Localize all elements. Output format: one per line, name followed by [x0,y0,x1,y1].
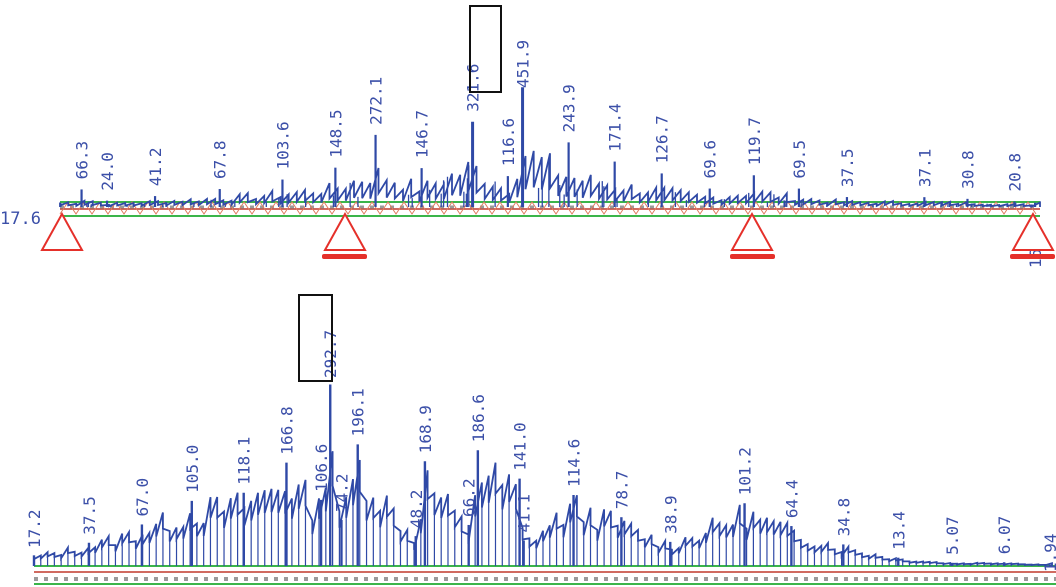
top-value-label: 69.6 [701,140,720,179]
bottom-value-label: 118.1 [235,437,254,485]
support-triangle-3 [730,211,774,251]
top-value-label: 321.6 [464,64,483,112]
bottom-value-label: 106.6 [312,444,331,492]
top-value-label: 126.7 [653,115,672,163]
top-diagram: 66.3 24.0 41.2 67.8 103.6 148.5 272.1 146.7 321.… [0,5,1055,268]
bottom-value-label: 17.2 [25,509,44,548]
bottom-value-label: 64.4 [782,480,801,519]
bottom-value-label: 38.9 [661,495,680,534]
bottom-value-label: 34.8 [834,498,853,537]
top-value-label: 171.4 [606,103,625,151]
top-value-label: 20.8 [1006,153,1025,192]
top-value-labels: 66.3 24.0 41.2 67.8 103.6 148.5 272.1 146.7 321.… [73,40,1046,268]
bottom-ordinate-ticks [32,384,1053,566]
top-ordinate-ticks [60,87,1037,207]
bottom-value-label: 141.0 [511,422,530,470]
bottom-value-label: 6.07 [995,516,1014,555]
top-peak-highlight-box [469,5,502,93]
bottom-value-label: 5.07 [943,516,962,555]
support-base-2 [322,254,367,259]
bottom-value-labels: 17.2 37.5 67.0 105.0 118.1 166.8 106.6 292.7 74.… [25,330,1056,572]
top-moment-curve [59,150,1041,208]
top-value-label: 37.5 [838,149,857,188]
bottom-value-label: 78.7 [612,471,631,510]
bottom-value-label: 114.6 [565,439,584,487]
bottom-value-label: 101.2 [736,447,755,495]
bottom-peak-highlight-box [298,294,333,382]
top-zigzag-hatch [59,201,1037,215]
top-value-label: 272.1 [367,77,386,125]
bottom-value-label: 13.4 [889,511,908,550]
top-value-label: 103.6 [273,121,292,169]
bottom-value-label: 105.0 [183,445,202,493]
top-value-label: 148.5 [326,109,345,157]
bottom-value-label: 37.5 [80,496,99,535]
top-supports [40,211,1055,259]
bottom-value-label: 48.2 [407,490,426,529]
bottom-value-label: 66.2 [460,478,479,517]
support-triangle-4 [1011,211,1055,251]
bottom-value-label: 166.8 [277,406,296,454]
bottom-value-label: 196.1 [349,388,368,436]
support-triangle-1 [40,211,84,251]
bottom-value-label: 292.7 [321,330,340,378]
bottom-value-label: 186.6 [469,394,488,442]
bottom-value-label: 1.94 [1041,533,1056,572]
top-value-label: 451.9 [514,40,533,88]
top-value-label: 24.0 [98,152,117,191]
top-left-edge-value: 17.6 [0,209,41,229]
bottom-value-label: 67.0 [133,478,152,517]
top-value-label: 41.2 [146,148,165,187]
top-value-label: 69.5 [790,140,809,179]
support-base-3 [730,254,775,259]
bottom-diagram: 17.2 37.5 67.0 105.0 118.1 166.8 106.6 292.7 74.… [25,294,1056,585]
bottom-value-label: 74.2 [332,473,351,512]
top-value-label: 146.7 [413,110,432,158]
top-value-label: 66.3 [73,141,92,180]
top-value-label: 119.7 [745,117,764,165]
top-value-label: 116.6 [499,118,518,166]
top-value-label: 37.1 [915,149,934,188]
top-value-label: 67.8 [211,141,230,180]
bottom-value-label: 168.9 [416,405,435,453]
top-value-label: 30.8 [958,150,977,189]
support-base-4 [1010,254,1055,259]
top-value-label: 243.9 [560,84,579,132]
bottom-value-label: 41.1 [515,494,534,533]
support-triangle-2 [323,211,367,251]
